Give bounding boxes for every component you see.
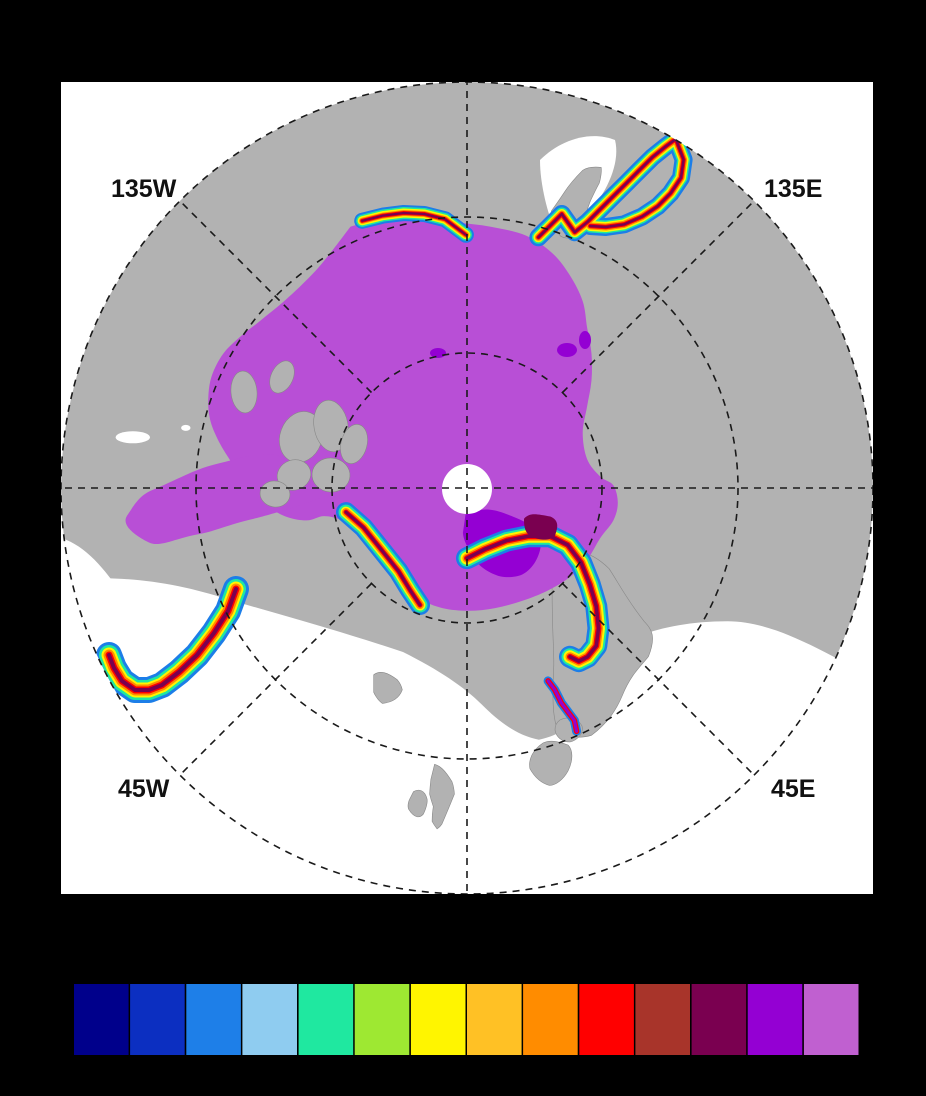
svg-text:135W: 135W <box>111 175 177 203</box>
svg-text:45W: 45W <box>118 775 170 803</box>
svg-text:45E: 45E <box>771 775 815 803</box>
svg-text:135E: 135E <box>764 175 822 203</box>
